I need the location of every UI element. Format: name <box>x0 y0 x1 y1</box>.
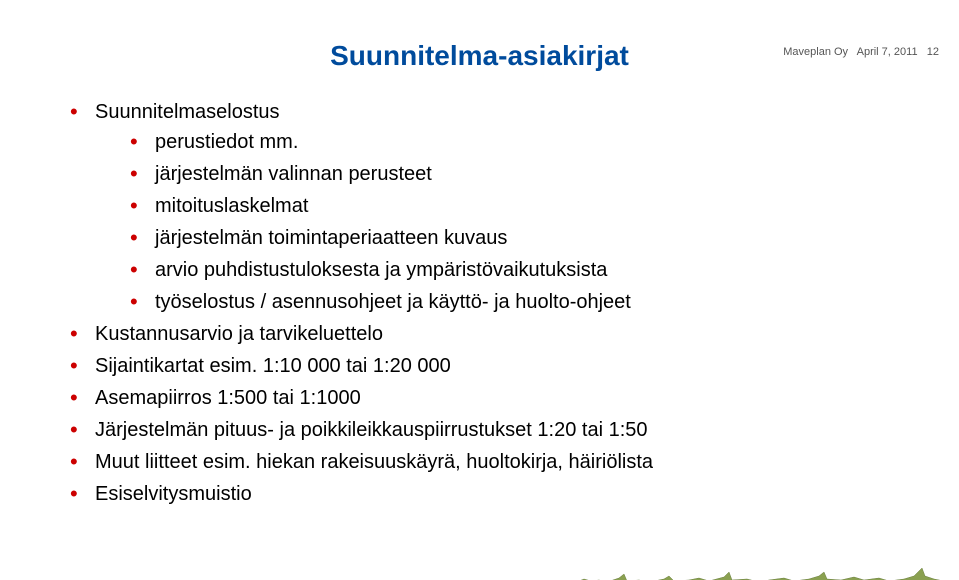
list-item-label: mitoituslaskelmat <box>155 195 308 217</box>
list-item-label: Kustannusarvio ja tarvikeluettelo <box>95 323 383 345</box>
list-item-label: Järjestelmän pituus- ja poikkileikkauspi… <box>95 419 648 441</box>
header-page: 12 <box>927 46 939 58</box>
list-item-label: arvio puhdistustuloksesta ja ympäristöva… <box>155 259 607 281</box>
bullet-list: Suunnitelmaselostus perustiedot mm. järj… <box>70 97 919 509</box>
list-item-label: Esiselvitysmuistio <box>95 483 252 505</box>
list-item: Muut liitteet esim. hiekan rakeisuuskäyr… <box>70 447 919 477</box>
list-item-label: perustiedot mm. <box>155 131 298 153</box>
footer: Pohjustamme unelmia www.maveplan.fi <box>0 572 959 580</box>
sub-list: perustiedot mm. järjestelmän valinnan pe… <box>95 127 919 317</box>
header-meta: Maveplan Oy April 7, 2011 12 <box>783 46 939 58</box>
list-item-label: Muut liitteet esim. hiekan rakeisuuskäyr… <box>95 451 653 473</box>
list-item-label: Sijaintikartat esim. 1:10 000 tai 1:20 0… <box>95 355 451 377</box>
list-item-label: järjestelmän valinnan perusteet <box>155 163 432 185</box>
list-item: järjestelmän toimintaperiaatteen kuvaus <box>130 223 919 253</box>
list-item: Esiselvitysmuistio <box>70 479 919 509</box>
list-item-label: järjestelmän toimintaperiaatteen kuvaus <box>155 227 507 249</box>
list-item: mitoituslaskelmat <box>130 191 919 221</box>
header-date: April 7, 2011 <box>857 46 918 58</box>
list-item-label: Suunnitelmaselostus <box>95 101 280 123</box>
header-company: Maveplan Oy <box>783 46 848 58</box>
list-item-label: Asemapiirros 1:500 tai 1:1000 <box>95 387 361 409</box>
list-item: perustiedot mm. <box>130 127 919 157</box>
list-item: Järjestelmän pituus- ja poikkileikkauspi… <box>70 415 919 445</box>
list-item: Asemapiirros 1:500 tai 1:1000 <box>70 383 919 413</box>
list-item: Suunnitelmaselostus perustiedot mm. järj… <box>70 97 919 317</box>
list-item-label: työselostus / asennusohjeet ja käyttö- j… <box>155 291 631 313</box>
list-item: Sijaintikartat esim. 1:10 000 tai 1:20 0… <box>70 351 919 381</box>
list-item: arvio puhdistustuloksesta ja ympäristöva… <box>130 255 919 285</box>
list-item: Kustannusarvio ja tarvikeluettelo <box>70 319 919 349</box>
content-area: Suunnitelmaselostus perustiedot mm. järj… <box>70 97 919 509</box>
list-item: työselostus / asennusohjeet ja käyttö- j… <box>130 287 919 317</box>
skyline-graphic <box>569 566 949 580</box>
list-item: järjestelmän valinnan perusteet <box>130 159 919 189</box>
